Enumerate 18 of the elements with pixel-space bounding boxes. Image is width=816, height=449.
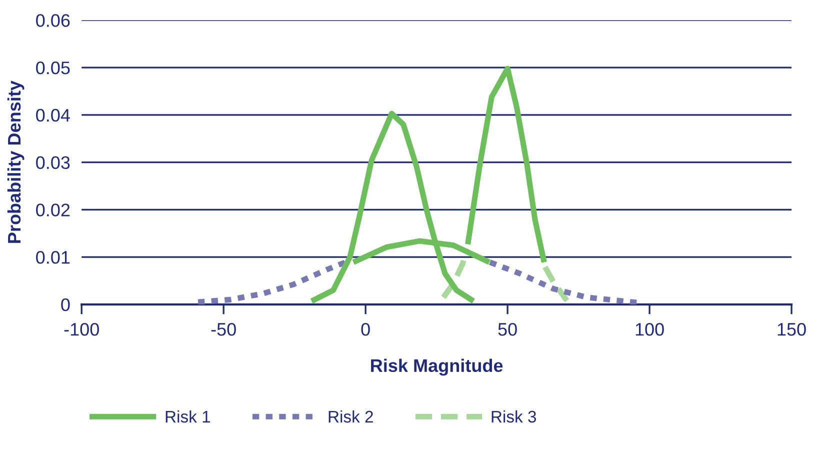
y-tick-label: 0.06 — [36, 14, 70, 27]
y-tick-label: 0.02 — [36, 204, 70, 216]
legend-label: Risk 2 — [328, 410, 373, 423]
y-tick-label: 0.04 — [36, 108, 70, 122]
x-tick-label: 0 — [361, 322, 370, 336]
y-tick-label: 0.05 — [36, 62, 70, 74]
legend-label: Risk 1 — [166, 410, 210, 423]
y-tick-label: 0.03 — [36, 156, 70, 170]
y-tick-label: 0 — [61, 298, 70, 312]
y-tick-label: 0.01 — [36, 250, 70, 264]
y-axis-title: Probability Density — [7, 80, 24, 243]
x-tick-label: -100 — [64, 322, 99, 336]
x-tick-label: 50 — [498, 322, 517, 336]
x-tick-label: 150 — [778, 322, 806, 336]
x-tick-label: 100 — [636, 322, 664, 336]
legend-label: Risk 3 — [492, 410, 536, 423]
x-tick-label: -50 — [211, 322, 236, 336]
x-axis-title: Risk Magnitude — [371, 358, 503, 376]
